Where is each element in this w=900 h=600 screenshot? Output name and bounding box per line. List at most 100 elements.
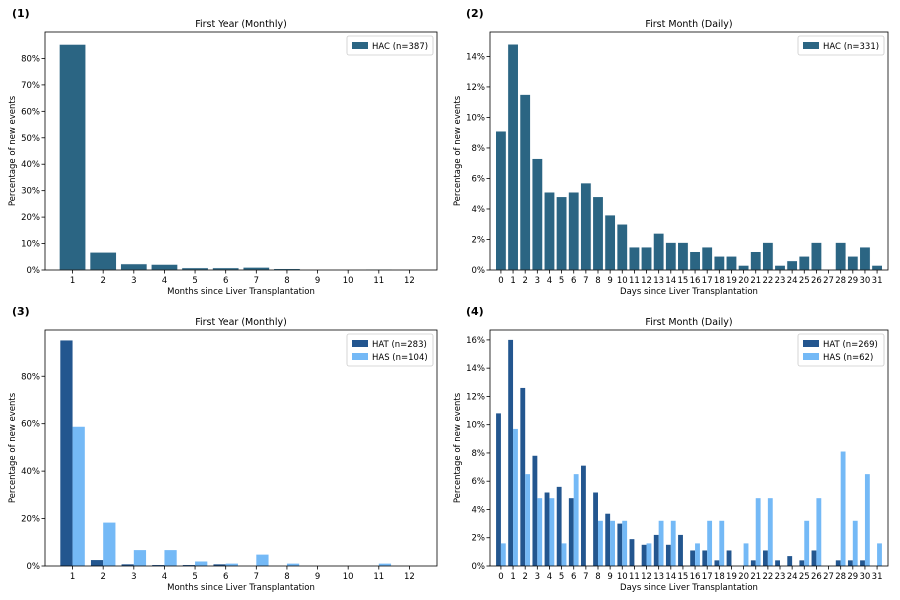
y-tick-label: 20%	[21, 515, 40, 525]
bar-has-8	[597, 520, 603, 566]
bar-has-2	[525, 474, 531, 566]
bar-has-29	[852, 520, 858, 566]
x-tick-label: 10	[343, 276, 354, 286]
x-tick-label: 23	[775, 276, 786, 286]
y-tick-label: 60%	[21, 107, 40, 117]
bar-hat-11	[629, 539, 635, 566]
bar-hac-17	[701, 246, 713, 271]
bar-has-30	[864, 474, 870, 566]
y-tick-label: 12%	[466, 392, 485, 402]
x-tick-label: 25	[799, 572, 810, 582]
bars	[495, 43, 883, 271]
legend-label-0: HAC (n=387)	[372, 42, 428, 52]
bar-hat-6	[568, 498, 574, 566]
x-tick-label: 31	[872, 276, 883, 286]
x-tick-label: 7	[583, 276, 588, 286]
bar-hac-7	[580, 182, 592, 271]
plot-frame	[44, 31, 438, 271]
bar-hac-23	[774, 265, 786, 271]
x-tick-label: 13	[653, 572, 664, 582]
bar-hac-2	[519, 94, 531, 271]
y-tick-label: 6%	[472, 174, 486, 184]
x-tick-label: 20	[738, 276, 749, 286]
bar-hat-16	[690, 550, 696, 566]
y-tick-label: 14%	[466, 364, 485, 374]
y-tick-label: 12%	[466, 83, 485, 93]
x-tick-label: 8	[595, 276, 600, 286]
x-tick-label: 4	[547, 276, 552, 286]
y-tick-label: 16%	[466, 336, 485, 346]
bar-has-1	[72, 426, 85, 566]
x-tick-label: 11	[373, 276, 384, 286]
x-tick-label: 15	[678, 276, 689, 286]
bar-hac-19	[725, 255, 737, 271]
bar-hac-2	[89, 251, 117, 271]
plot-frame	[489, 31, 889, 271]
x-tick-label: 11	[373, 572, 384, 582]
x-tick-label: 0	[498, 572, 503, 582]
bar-hac-3	[531, 158, 543, 271]
bar-hat-5	[182, 565, 196, 566]
bar-hac-14	[665, 242, 677, 271]
x-tick-label: 10	[617, 572, 628, 582]
y-tick-label: 0%	[472, 266, 486, 276]
bar-hat-25	[799, 560, 805, 566]
x-tick-label: 9	[607, 276, 612, 286]
bar-has-22	[767, 498, 773, 566]
bar-hac-20	[738, 265, 750, 271]
x-tick-label: 4	[162, 276, 167, 286]
x-tick-label: 25	[799, 276, 810, 286]
legend-swatch-0	[352, 340, 368, 347]
y-tick-label: 0%	[27, 266, 41, 276]
x-tick-label: 7	[254, 572, 259, 582]
x-tick-label: 3	[131, 276, 136, 286]
bar-has-7	[256, 554, 269, 566]
legend-label-1: HAS (n=62)	[823, 353, 873, 363]
y-tick-label: 2%	[472, 235, 486, 245]
bar-hat-29	[847, 560, 853, 566]
bar-hat-12	[641, 544, 647, 566]
legend-label-1: HAS (n=104)	[372, 353, 428, 363]
bar-hac-18	[713, 255, 725, 271]
panel-2: (2) First Month (Daily) Days since Liver…	[453, 7, 889, 297]
bar-has-6	[573, 474, 579, 566]
bar-hat-21	[750, 560, 756, 566]
x-tick-label: 21	[750, 572, 761, 582]
x-tick-label: 30	[860, 572, 871, 582]
bar-hat-19	[726, 550, 732, 566]
y-tick-label: 4%	[472, 205, 486, 215]
x-tick-label: 8	[595, 572, 600, 582]
x-tick-label: 31	[872, 572, 883, 582]
bar-hat-24	[787, 556, 793, 566]
x-tick-label: 17	[702, 276, 713, 286]
x-tick-label: 2	[100, 276, 105, 286]
bar-hat-23	[775, 560, 780, 566]
bar-has-14	[670, 520, 676, 566]
x-tick-label: 28	[835, 572, 846, 582]
x-axis-label: Days since Liver Transplantation	[620, 583, 758, 593]
x-tick-label: 14	[665, 572, 676, 582]
x-tick-label: 12	[404, 276, 415, 286]
x-tick-label: 23	[775, 572, 786, 582]
panel-label: (3)	[12, 305, 30, 318]
x-tick-label: 24	[787, 276, 798, 286]
bar-hat-1	[508, 339, 514, 566]
x-tick-label: 12	[641, 276, 652, 286]
x-tick-label: 18	[714, 572, 725, 582]
chart-title: First Month (Daily)	[645, 19, 732, 30]
panel-label: (2)	[466, 7, 484, 20]
bar-hac-4	[150, 264, 178, 271]
x-tick-label: 5	[559, 276, 564, 286]
bar-hac-1	[59, 44, 87, 271]
bar-hac-15	[677, 242, 689, 271]
bar-has-31	[877, 543, 882, 566]
y-axis-label: Percentage of new events	[453, 95, 463, 206]
x-axis-label: Months since Liver Transplantation	[167, 287, 315, 297]
bar-hat-18	[714, 560, 720, 566]
x-tick-label: 5	[559, 572, 564, 582]
y-axis-label: Percentage of new events	[8, 95, 18, 206]
plot-frame	[489, 329, 889, 567]
legend-label-0: HAC (n=331)	[823, 42, 879, 52]
x-tick-label: 27	[823, 572, 834, 582]
bar-has-25	[804, 520, 810, 566]
